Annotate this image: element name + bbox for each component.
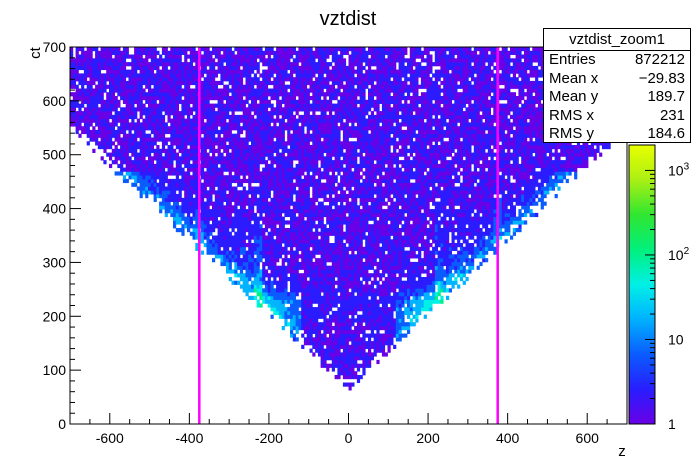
stats-box: vztdist_zoom1 Entries 872212 Mean x −29.83 M… <box>543 28 691 143</box>
x-tick-label: 200 <box>416 430 440 446</box>
y-tick-label: 100 <box>43 362 67 378</box>
y-tick-label: 700 <box>43 39 67 55</box>
stats-label: RMS y <box>549 125 594 143</box>
color-scale-bar <box>628 144 656 425</box>
stats-value: 189.7 <box>647 88 685 106</box>
stats-row: Entries 872212 <box>544 51 690 70</box>
x-tick-label: -200 <box>255 430 283 446</box>
stats-label: Entries <box>549 51 596 68</box>
chart-title: vztdist <box>320 8 377 30</box>
x-axis-label: z <box>618 443 626 460</box>
color-scale-tick-label: 102 <box>668 246 690 263</box>
stats-value: −29.83 <box>638 69 685 87</box>
stats-value: 231 <box>659 106 685 124</box>
y-tick-label: 500 <box>43 147 67 163</box>
color-scale-tick-label: 1 <box>668 416 676 432</box>
x-tick-label: -600 <box>96 430 124 446</box>
stats-row: RMS x 231 <box>544 107 690 126</box>
color-scale-tick-label: 103 <box>668 161 690 178</box>
x-tick-label: 400 <box>496 430 520 446</box>
x-tick-label: -400 <box>175 430 203 446</box>
stats-row: RMS y 184.6 <box>544 125 690 144</box>
color-scale-tick-label: 10 <box>668 331 684 347</box>
x-axis: -600 -400 -200 0 200 400 600 <box>69 413 628 446</box>
y-axis: 0 100 200 300 400 500 600 700 <box>43 39 81 432</box>
y-tick-label: 200 <box>43 308 67 324</box>
stats-label: RMS x <box>549 106 594 124</box>
stats-value: 184.6 <box>647 125 685 143</box>
stats-title: vztdist_zoom1 <box>544 29 690 51</box>
marker-lines <box>198 47 499 424</box>
stats-row: Mean y 189.7 <box>544 88 690 107</box>
x-tick-label: 0 <box>345 430 353 446</box>
stats-value: 872212 <box>634 51 685 68</box>
stats-label: Mean y <box>549 88 599 106</box>
y-tick-label: 0 <box>58 416 66 432</box>
y-tick-label: 600 <box>43 93 67 109</box>
y-axis-label: ct <box>27 46 44 59</box>
stats-label: Mean x <box>549 69 599 87</box>
color-scale: 1 10 102 103 <box>628 144 690 432</box>
y-tick-label: 400 <box>43 201 67 217</box>
stats-row: Mean x −29.83 <box>544 70 690 89</box>
y-tick-label: 300 <box>43 254 67 270</box>
x-tick-label: 600 <box>576 430 600 446</box>
